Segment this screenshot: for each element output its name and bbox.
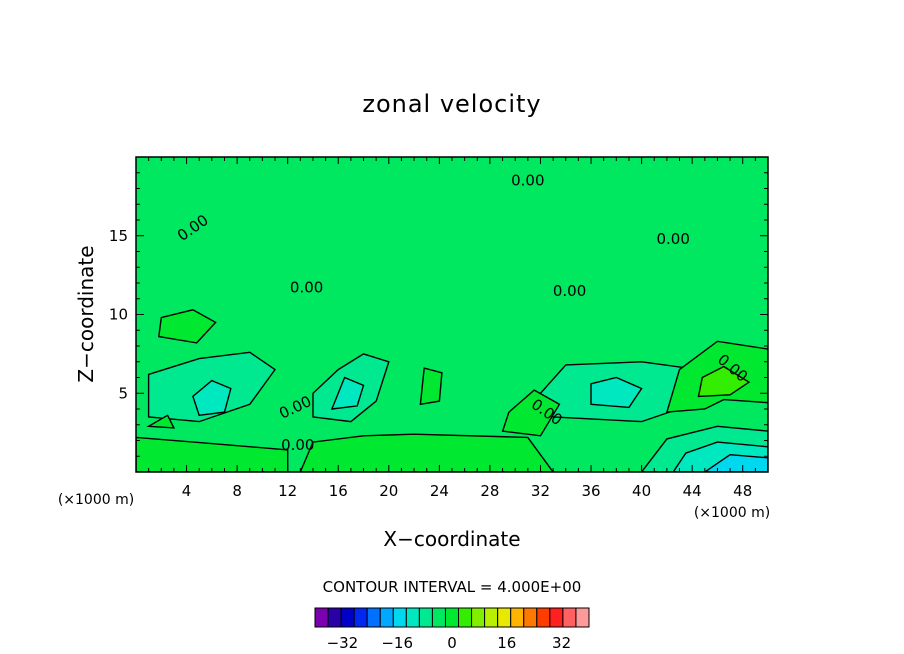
- colorbar-swatch: [444, 607, 460, 628]
- contour-label: 0.00: [281, 436, 314, 454]
- contour-label: 0.00: [553, 282, 586, 300]
- colorbar-tick-label: 32: [552, 634, 571, 652]
- x-tick-label: 12: [278, 482, 297, 500]
- contour-label: 0.00: [656, 230, 689, 248]
- y-tick-label: 10: [109, 306, 128, 324]
- contour-region-10: [136, 436, 289, 472]
- colorbar-tick-label: 0: [447, 634, 457, 652]
- contour-interval-text: CONTOUR INTERVAL = 4.000E+00: [323, 578, 582, 596]
- colorbar-swatch: [484, 607, 499, 628]
- colorbar-swatch: [353, 607, 368, 628]
- y-units-label: (×1000 m): [58, 492, 134, 508]
- colorbar-swatch: [431, 607, 446, 628]
- x-tick-label: 16: [329, 482, 348, 500]
- contour-region-2: [192, 379, 232, 417]
- colorbar-swatch: [536, 607, 551, 628]
- colorbar-swatch: [523, 607, 538, 628]
- colorbar-swatch: [366, 607, 381, 628]
- x-tick-label: 4: [182, 482, 192, 500]
- contour-region-16: [419, 367, 443, 406]
- y-axis: 5 10 15: [109, 172, 768, 457]
- colorbar-tick-label: −16: [381, 634, 413, 652]
- contour-region-14: [697, 365, 751, 398]
- colorbar-swatch: [418, 607, 433, 628]
- x-tick-label: 8: [232, 482, 242, 500]
- colorbar-swatch: [575, 607, 590, 628]
- x-tick-label: 20: [379, 482, 398, 500]
- colorbar-swatch: [379, 607, 394, 628]
- contour-region-9: [703, 453, 768, 472]
- contour-region-11: [299, 433, 554, 472]
- x-tick-label: 28: [480, 482, 499, 500]
- colorbar-swatch: [405, 607, 420, 628]
- contour-label: 0.00: [290, 279, 323, 297]
- colorbar-swatch: [327, 607, 342, 628]
- colorbar-tick-label: 16: [497, 634, 516, 652]
- x-tick-label: 40: [632, 482, 651, 500]
- colorbar-swatch: [562, 607, 577, 628]
- contour-label: 0.00: [511, 172, 544, 190]
- contour-region-12: [501, 389, 561, 437]
- contour-region-17: [146, 414, 176, 429]
- plot-area: [136, 157, 768, 472]
- x-tick-label: 32: [531, 482, 550, 500]
- colorbar-swatch: [497, 607, 512, 628]
- colorbar-swatch: [549, 607, 564, 628]
- colorbar-swatch: [392, 607, 407, 628]
- colorbar-swatch: [340, 607, 355, 628]
- x-tick-label: 44: [683, 482, 702, 500]
- x-tick-label: 48: [733, 482, 752, 500]
- colorbar-swatch: [314, 607, 329, 628]
- contour-region-6: [590, 376, 643, 409]
- contour-region-4: [330, 376, 365, 410]
- colorbar-swatch: [471, 607, 486, 628]
- y-tick-label: 15: [109, 227, 128, 245]
- x-axis-label: X−coordinate: [383, 527, 520, 551]
- x-tick-label: 36: [581, 482, 600, 500]
- x-tick-label: 24: [430, 482, 449, 500]
- colorbar-tick-label: −32: [327, 634, 359, 652]
- colorbar-swatch: [458, 607, 473, 628]
- colorbar-swatch: [510, 607, 525, 628]
- x-axis: 4 8 12 16 20 24 28 32 36 40 44 48: [148, 157, 756, 500]
- contour-background: [136, 157, 768, 472]
- chart-title: zonal velocity: [362, 90, 541, 118]
- y-tick-label: 5: [118, 384, 128, 402]
- x-units-label: (×1000 m): [694, 505, 770, 521]
- contour-region-15: [158, 309, 217, 344]
- y-axis-label: Z−coordinate: [74, 245, 98, 382]
- colorbar: −32 −16 0 16 32: [314, 607, 590, 652]
